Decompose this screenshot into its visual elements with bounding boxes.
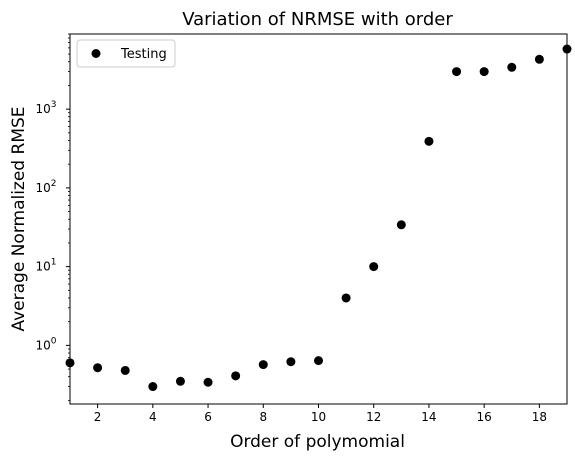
data-point	[148, 382, 158, 392]
data-point	[424, 136, 434, 146]
x-tick-label: 6	[204, 410, 212, 424]
data-point	[507, 62, 517, 72]
chart-title: Variation of NRMSE with order	[182, 9, 453, 30]
legend-label: Testing	[120, 47, 167, 62]
legend-marker	[91, 49, 101, 58]
legend-box	[76, 39, 176, 68]
x-tick-label: 8	[259, 410, 267, 424]
x-tick-label: 2	[94, 410, 102, 424]
x-tick-label: 16	[477, 410, 492, 424]
x-tick-label: 4	[149, 410, 157, 424]
x-tick-label: 14	[421, 410, 436, 424]
data-point	[396, 220, 406, 230]
data-point	[314, 356, 323, 366]
data-point	[534, 54, 544, 64]
x-axis-label: Order of polymomial	[230, 432, 405, 452]
data-point	[120, 365, 130, 375]
x-tick-label: 10	[311, 410, 326, 424]
y-axis-label: Average Normalized RMSE	[9, 106, 29, 331]
data-point	[369, 262, 379, 272]
data-point	[341, 293, 351, 303]
axes-frame	[69, 33, 568, 405]
x-tick-label: 18	[532, 410, 547, 424]
data-point	[203, 377, 213, 387]
data-point	[231, 371, 241, 381]
legend: Testing	[76, 39, 176, 68]
data-point	[479, 67, 489, 77]
data-point	[286, 357, 296, 367]
data-point	[175, 376, 185, 386]
data-point	[93, 363, 103, 373]
data-point	[452, 67, 462, 77]
x-tick-label: 12	[366, 410, 381, 424]
data-point	[258, 360, 268, 370]
